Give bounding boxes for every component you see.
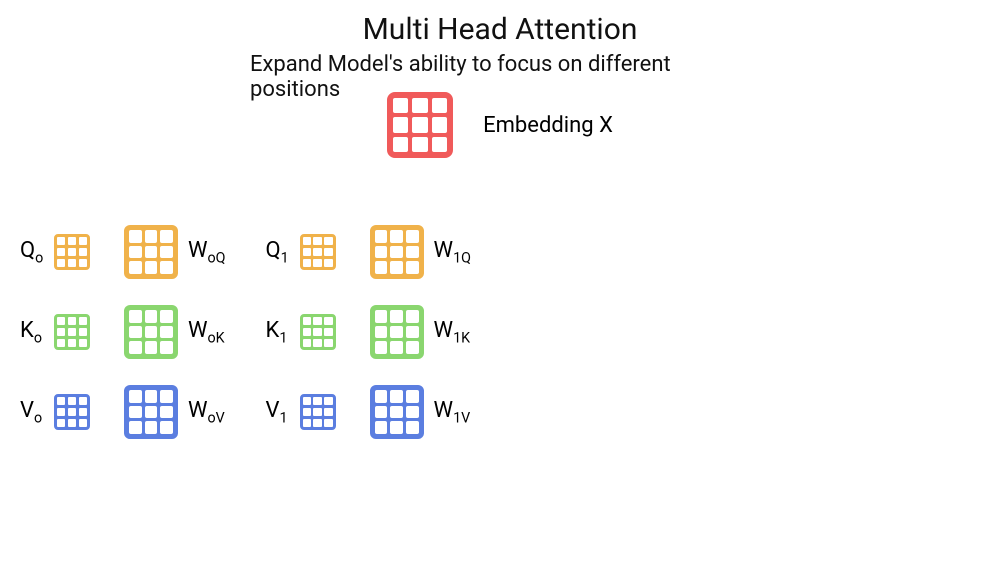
matrix-output-label: K1 [266,318,300,346]
heads-container: Qo WoQ Ko WoK Vo WoV Q1 W1Q K1 W1K V1 W1V [20,225,471,439]
qkv-row: Ko WoK [20,305,226,359]
head-column: Qo WoQ Ko WoK Vo WoV [20,225,226,439]
small-matrix-icon [54,394,90,430]
small-matrix-icon [300,234,336,270]
matrix-output-label: Ko [20,318,54,346]
matrix-output-label: Qo [20,238,54,266]
embedding-grid-icon [387,92,453,158]
embedding-block: Embedding X [0,92,1000,158]
matrix-output-label: V1 [266,398,300,426]
weight-matrix-label: WoK [188,318,225,346]
small-matrix-icon [54,234,90,270]
weight-matrix-icon [124,385,178,439]
weight-matrix-label: W1Q [434,238,471,266]
qkv-row: Qo WoQ [20,225,226,279]
diagram-title: Multi Head Attention [363,12,638,47]
embedding-grid [387,92,453,158]
weight-matrix-icon [370,305,424,359]
weight-matrix-label: W1V [434,398,471,426]
weight-matrix-icon [124,225,178,279]
small-matrix-icon [54,314,90,350]
weight-matrix-label: WoV [188,398,225,426]
matrix-output-label: Vo [20,398,54,426]
qkv-row: Q1 W1Q [266,225,471,279]
weight-matrix-label: W1K [434,318,471,346]
weight-matrix-icon [124,305,178,359]
qkv-row: K1 W1K [266,305,471,359]
small-matrix-icon [300,314,336,350]
qkv-row: Vo WoV [20,385,226,439]
weight-matrix-label: WoQ [188,238,226,266]
embedding-label: Embedding X [483,113,613,138]
small-matrix-icon [300,394,336,430]
head-column: Q1 W1Q K1 W1K V1 W1V [266,225,471,439]
weight-matrix-icon [370,225,424,279]
weight-matrix-icon [370,385,424,439]
qkv-row: V1 W1V [266,385,471,439]
matrix-output-label: Q1 [266,238,300,266]
